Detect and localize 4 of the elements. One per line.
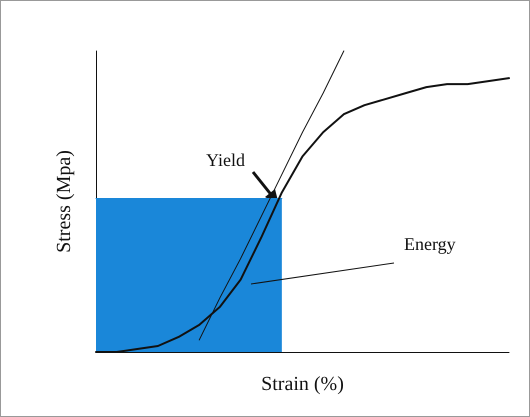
annotation: Yield (206, 150, 245, 170)
annotation: Energy (404, 234, 456, 254)
x-axis-title: Strain (%) (261, 373, 344, 395)
y-axis-title: Stress (Mpa) (53, 150, 75, 253)
